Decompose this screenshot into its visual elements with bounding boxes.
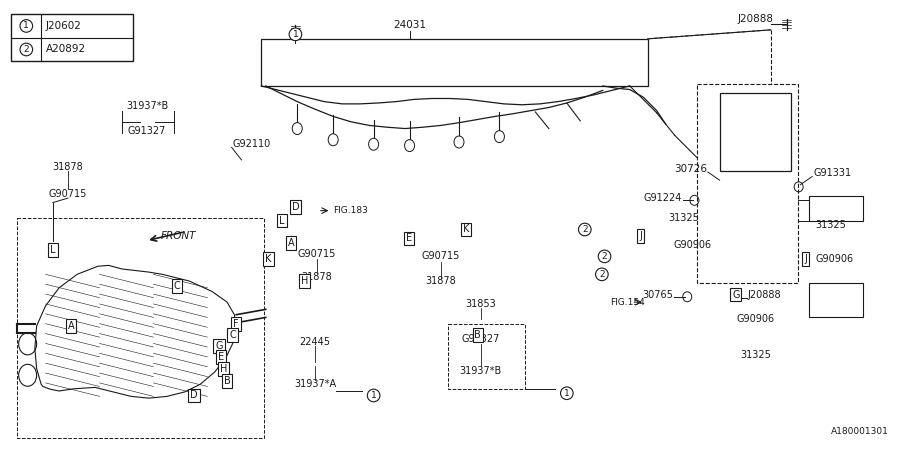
Text: 31853: 31853 — [465, 298, 496, 309]
Bar — [698, 84, 797, 284]
Text: H: H — [301, 276, 308, 286]
Text: 30765: 30765 — [642, 289, 673, 300]
Text: 2: 2 — [23, 45, 29, 54]
Text: 2: 2 — [599, 270, 605, 279]
Bar — [12, 14, 133, 61]
Text: J20602: J20602 — [46, 21, 82, 31]
Text: FIG.183: FIG.183 — [333, 206, 368, 215]
Text: 2: 2 — [582, 225, 588, 234]
Text: G: G — [215, 341, 223, 351]
Text: G91327: G91327 — [128, 126, 166, 136]
Text: B: B — [224, 376, 230, 386]
Text: A: A — [68, 321, 74, 331]
Text: C: C — [230, 330, 236, 340]
Text: B: B — [474, 330, 482, 340]
Text: E: E — [218, 352, 224, 362]
Text: A: A — [288, 238, 294, 248]
Text: E: E — [406, 234, 411, 243]
Text: C: C — [174, 280, 180, 291]
Text: H: H — [220, 364, 227, 374]
Text: J20888: J20888 — [747, 290, 781, 301]
Text: A20892: A20892 — [46, 45, 86, 54]
Text: L: L — [279, 216, 284, 225]
Text: 1: 1 — [564, 389, 570, 398]
Text: 31878: 31878 — [53, 162, 84, 172]
Text: G90715: G90715 — [422, 252, 460, 261]
Text: G90715: G90715 — [298, 249, 337, 259]
Text: 2: 2 — [602, 252, 608, 261]
Text: D: D — [190, 391, 198, 401]
Text: 1: 1 — [292, 30, 298, 39]
Text: 31937*A: 31937*A — [294, 379, 337, 389]
Text: FIG.154: FIG.154 — [610, 297, 645, 306]
Text: K: K — [266, 254, 272, 264]
Text: 31325: 31325 — [815, 220, 847, 230]
Text: G90906: G90906 — [736, 314, 775, 324]
Bar — [720, 93, 791, 171]
Text: 31878: 31878 — [302, 272, 332, 282]
Text: J20888: J20888 — [737, 14, 773, 24]
Text: 1: 1 — [371, 391, 376, 400]
Text: 31325: 31325 — [668, 213, 699, 223]
Text: 31325: 31325 — [740, 350, 771, 360]
Text: G91327: G91327 — [462, 334, 500, 344]
Bar — [448, 324, 525, 389]
Text: 1: 1 — [23, 22, 29, 31]
Text: 24031: 24031 — [393, 20, 426, 30]
Text: L: L — [50, 245, 56, 255]
Text: G91331: G91331 — [814, 168, 852, 178]
Text: 30726: 30726 — [674, 164, 707, 174]
Text: 31878: 31878 — [426, 276, 456, 286]
Bar — [17, 218, 264, 438]
Bar — [809, 284, 863, 317]
Text: J: J — [639, 231, 642, 241]
Text: G90906: G90906 — [815, 254, 854, 264]
Text: 31937*B: 31937*B — [459, 366, 501, 376]
Text: 22445: 22445 — [300, 337, 330, 347]
Text: K: K — [463, 225, 470, 234]
Bar — [261, 39, 648, 86]
Text: G90906: G90906 — [673, 240, 712, 250]
Bar — [809, 196, 863, 220]
Text: G90715: G90715 — [49, 189, 87, 198]
Text: A180001301: A180001301 — [831, 427, 888, 436]
Text: G91224: G91224 — [644, 193, 682, 203]
Text: 31937*B: 31937*B — [126, 101, 168, 111]
Text: FRONT: FRONT — [160, 231, 196, 241]
Text: G92110: G92110 — [232, 139, 271, 149]
Text: D: D — [292, 202, 300, 212]
Text: G: G — [732, 289, 740, 300]
Text: F: F — [233, 319, 238, 328]
Text: J: J — [805, 254, 807, 264]
